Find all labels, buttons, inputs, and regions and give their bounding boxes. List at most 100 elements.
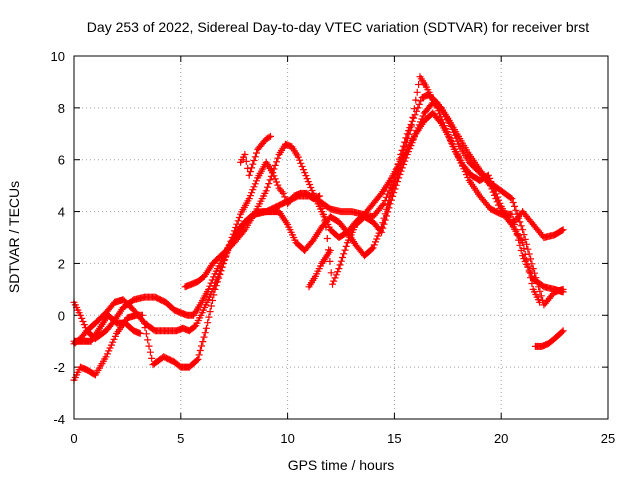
data-point [275,205,279,208]
data-point [532,267,535,270]
data-point [538,301,541,304]
data-point [380,192,383,195]
data-point [546,342,550,346]
data-point [521,254,524,257]
data-point [299,192,302,195]
data-point [126,316,129,320]
data-point [467,161,471,164]
data-point [561,329,565,333]
data-point [305,192,309,195]
data-point [113,301,116,304]
data-point [173,360,176,364]
data-point [510,197,514,200]
data-point [239,161,242,164]
data-point [115,332,118,335]
x-tick-label: 10 [280,431,294,446]
data-point [346,241,349,244]
data-point [233,241,236,244]
x-axis-label: GPS time / hours [288,457,395,473]
data-point [431,111,435,115]
data-point [85,368,89,371]
series-track-2 [70,109,567,348]
data-point [196,280,200,283]
data-point [371,215,375,218]
data-point [521,210,524,213]
data-point [181,327,185,330]
data-point [198,303,202,307]
data-point [320,225,323,229]
y-tick-label: 6 [58,153,65,168]
data-point [79,314,82,317]
x-tick-label: 15 [387,431,401,446]
data-point [371,220,375,224]
data-point [277,187,281,190]
data-point [213,288,217,291]
data-point [271,171,274,174]
data-point [329,249,332,252]
data-point [489,207,492,211]
data-point [183,285,187,288]
data-point [106,314,110,317]
data-point [461,163,464,167]
data-point [510,223,514,226]
data-point [235,231,238,234]
data-point [418,75,422,78]
data-point [277,153,281,156]
data-point [188,365,191,369]
data-point [260,210,264,213]
data-point [104,355,108,358]
data-point [435,106,439,110]
data-point [534,345,537,348]
x-tick-label: 0 [70,431,77,446]
y-tick-label: 0 [58,308,65,323]
grid-lines [74,56,608,419]
data-point [553,288,556,291]
data-point [256,176,259,180]
data-point [294,241,298,244]
data-points [70,73,567,384]
data-point [521,241,524,244]
plot-frame [73,55,609,420]
data-point [239,212,242,216]
data-point [478,194,482,198]
data-point [553,233,556,237]
data-point [79,365,82,369]
data-point [388,202,392,205]
data-point [397,176,400,180]
data-point [290,145,294,148]
y-tick-label: 2 [58,256,65,271]
data-point [440,106,443,110]
data-point [188,329,191,333]
data-point [179,365,182,369]
data-point [303,171,306,174]
data-point [284,142,287,146]
data-point [196,358,200,361]
data-point [354,220,358,224]
data-point [307,285,311,288]
data-point [151,363,155,366]
data-point [312,192,315,195]
data-point [190,282,193,286]
data-point [470,174,473,177]
data-point [265,161,268,164]
y-tick-label: 4 [58,205,65,220]
data-point [115,321,118,325]
data-point [143,295,146,299]
x-tick-label: 20 [494,431,508,446]
data-point [406,153,409,156]
data-marker-path [70,91,567,343]
data-point [277,210,281,213]
data-point [205,327,208,330]
data-point [478,179,482,182]
data-point [179,311,182,314]
data-point [425,85,428,89]
series-track-3 [70,99,544,384]
x-tick-label: 5 [177,431,184,446]
data-point [286,223,289,226]
data-point [98,327,101,330]
data-point [318,194,321,198]
data-point [487,174,490,177]
data-point [339,210,343,213]
data-point [164,329,168,333]
data-point [354,244,358,247]
